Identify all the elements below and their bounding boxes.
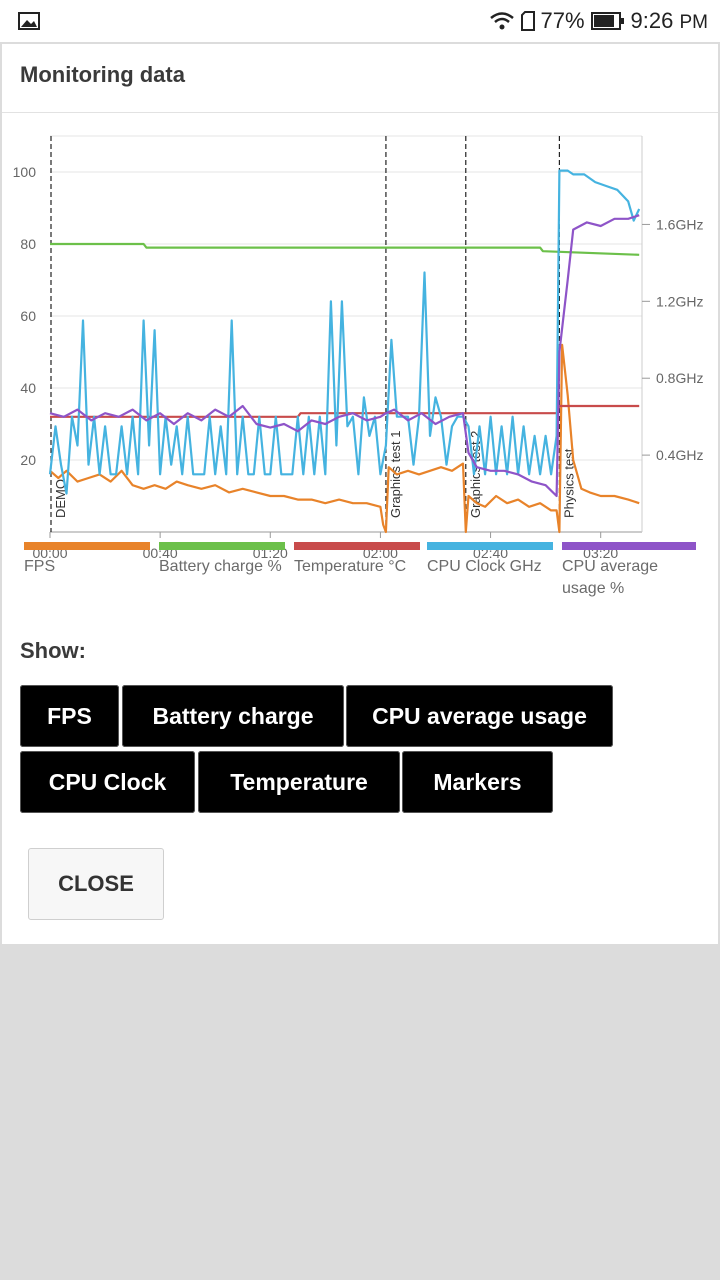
marker-label: Physics test [561,448,576,518]
markers-toggle-button[interactable]: Markers [402,751,553,813]
cpu-clock-toggle-button[interactable]: CPU Clock [20,751,195,813]
battery-charge-toggle-button[interactable]: Battery charge [122,685,344,747]
chart-legend: FPS Battery charge % Temperature °C CPU … [2,542,718,602]
y-left-tick-label: 100 [13,164,37,180]
y-right-tick-label: 1.2GHz [656,293,703,309]
y-right-tick-label: 0.8GHz [656,370,703,386]
close-button[interactable]: CLOSE [28,848,164,920]
battery-percent: 77% [540,8,585,33]
y-left-tick-label: 20 [20,452,36,468]
y-right-tick-label: 1.6GHz [656,216,703,232]
wifi-icon [489,12,514,30]
series-line-3 [48,169,641,495]
cpu-average-usage-toggle-button[interactable]: CPU average usage [346,685,613,747]
dialog-header: Monitoring data [2,44,718,113]
legend-battery: Battery charge % [159,542,285,578]
status-bar: 77% 9:26 PM [0,0,720,42]
series-line-4 [49,214,640,498]
dialog-title: Monitoring data [20,62,185,87]
y-left-tick-label: 40 [20,380,36,396]
series-line-0 [49,343,640,534]
image-icon [18,12,40,30]
legend-cpu-usage: CPU average usage % [562,542,698,600]
y-left-tick-label: 60 [20,308,36,324]
y-right-tick-label: 0.4GHz [656,447,703,463]
series-line-1 [50,242,640,256]
fps-toggle-button[interactable]: FPS [20,685,119,747]
monitoring-chart: 20 40 60 80 100 0.4GHz 0.8GHz 1.2GHz 1.6GHz 00:00… [2,114,718,564]
monitoring-dialog: Monitoring data 20 40 60 80 100 0.4GHz 0.8GHz 1… [2,44,718,944]
sim-icon [520,11,535,31]
marker-label: DEMO [53,479,68,518]
y-left-tick-label: 80 [20,236,36,252]
legend-fps: FPS [24,542,150,578]
battery-icon [590,12,624,30]
legend-temperature: Temperature °C [294,542,420,578]
chart-svg: 204060801000.4GHz0.8GHz1.2GHz1.6GHz00:00… [13,135,703,561]
legend-cpu-clock: CPU Clock GHz [427,542,553,578]
show-label: Show: [20,638,86,663]
clock: 9:26 PM [630,8,708,33]
temperature-toggle-button[interactable]: Temperature [198,751,400,813]
